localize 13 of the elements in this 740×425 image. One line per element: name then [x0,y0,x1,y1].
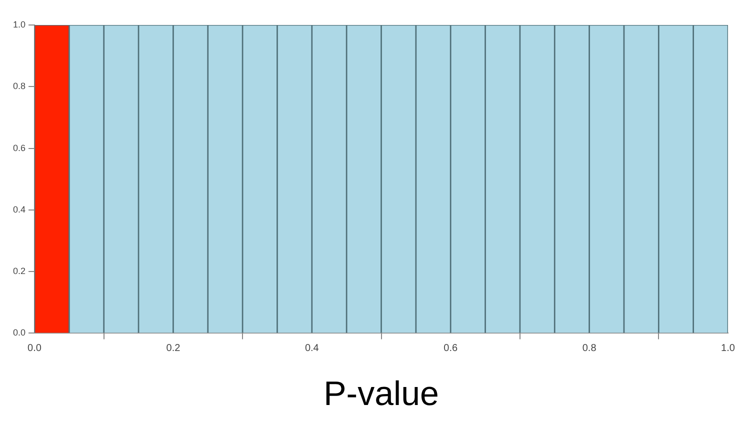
x-tick-label: 0.0 [28,342,42,354]
y-tick-label: 0.0 [12,328,26,338]
x-tick-label: 0.4 [304,342,320,354]
y-tick-label: 0.4 [12,204,26,214]
y-tick-label: 0.6 [12,142,26,153]
x-axis-title: P-value [324,374,439,413]
y-tick-label: 0.8 [12,81,26,92]
x-tick-label: 0.2 [166,342,181,354]
x-tick-label: 1.0 [721,342,736,354]
y-tick-label: 0.2 [12,266,26,276]
y-tick-label: 1.0 [12,19,26,30]
x-tick-label: 0.8 [582,342,597,354]
x-tick-label: 0.6 [444,342,458,354]
